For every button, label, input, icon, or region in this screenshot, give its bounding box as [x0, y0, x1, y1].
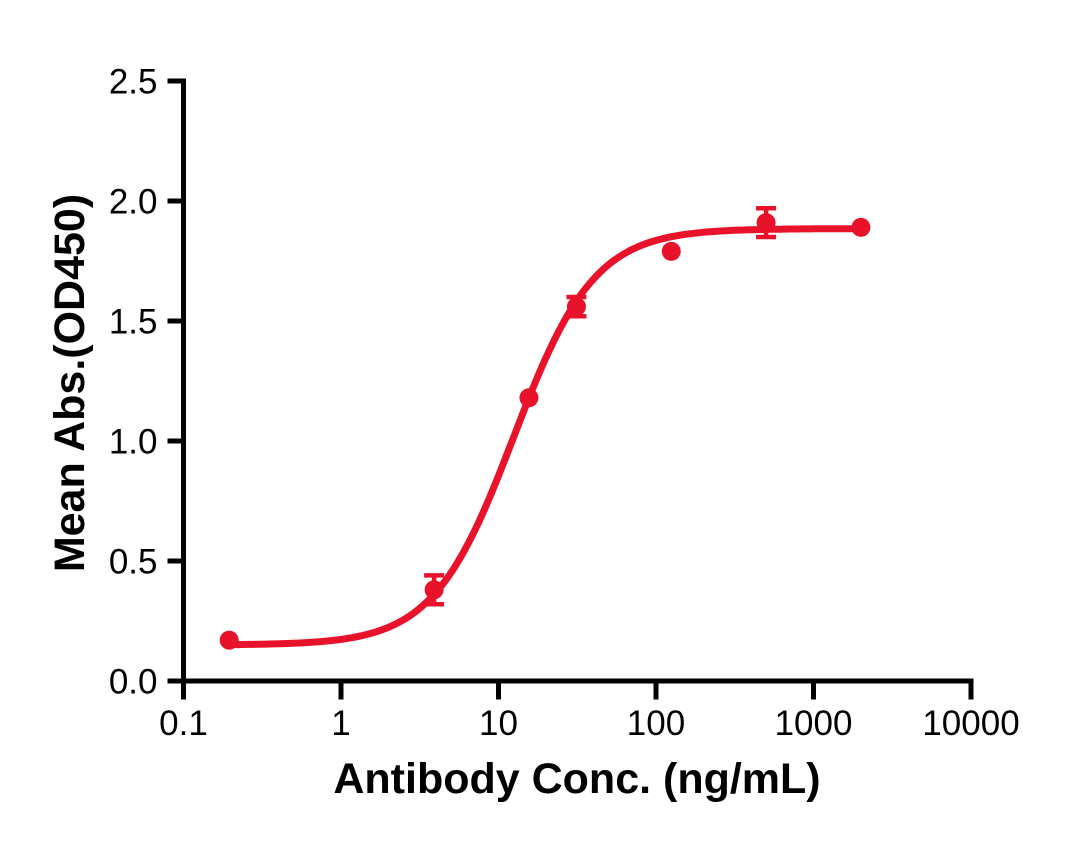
y-tick-label: 0.0 — [109, 663, 158, 702]
x-tick-label: 100 — [627, 704, 685, 743]
data-point — [661, 241, 681, 261]
y-tick-label: 1.5 — [109, 303, 158, 342]
x-tick-label: 0.1 — [159, 704, 208, 743]
fit-curve — [225, 225, 865, 649]
x-tick-label: 1000 — [775, 704, 853, 743]
y-tick-label: 2.5 — [109, 63, 158, 102]
y-tick-label: 1.0 — [109, 423, 158, 462]
x-tick-label: 10 — [479, 704, 518, 743]
data-point — [756, 213, 776, 233]
data-point — [424, 580, 444, 600]
x-tick-label: 10000 — [922, 704, 1019, 743]
data-point — [219, 630, 239, 650]
x-tick-label: 1 — [331, 704, 350, 743]
data-point — [851, 217, 871, 237]
x-axis-title: Antibody Conc. (ng/mL) — [333, 755, 820, 803]
y-axis-title: Mean Abs.(OD450) — [46, 194, 94, 572]
data-point — [566, 297, 586, 317]
y-tick-label: 2.0 — [109, 183, 158, 222]
data-point — [519, 388, 539, 408]
y-tick-label: 0.5 — [109, 543, 158, 582]
